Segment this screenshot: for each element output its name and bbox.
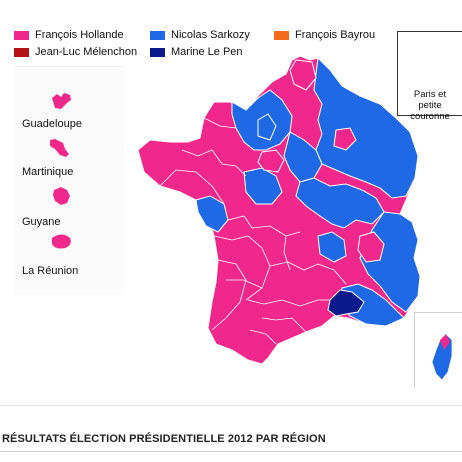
- corsica-shape[interactable]: [431, 333, 453, 381]
- legend-label: Nicolas Sarkozy: [171, 29, 250, 41]
- reunion-shape[interactable]: [52, 234, 71, 249]
- martinique-shape[interactable]: [50, 139, 69, 157]
- guyane-shape[interactable]: [53, 187, 70, 205]
- legend-item-melenchon: Jean-Luc Mélenchon: [14, 45, 137, 59]
- legend-label: François Hollande: [35, 29, 124, 41]
- legend-swatch: [14, 47, 29, 57]
- inset-label-line1: Paris et: [413, 89, 447, 100]
- caption: RÉSULTATS ÉLECTION PRÉSIDENTIELLE 2012 P…: [2, 433, 326, 445]
- inset-label-line2: petite couronne: [410, 100, 450, 122]
- legend-label: Marine Le Pen: [171, 46, 243, 58]
- legend-swatch: [274, 30, 289, 40]
- sarkozy-regions: [195, 56, 421, 327]
- legend: François Hollande Nicolas Sarkozy Franço…: [14, 28, 375, 68]
- legend-swatch: [150, 47, 165, 57]
- caption-rule: [0, 451, 462, 452]
- legend-swatch: [150, 30, 165, 40]
- department-borders: [159, 117, 347, 345]
- france-map[interactable]: [137, 55, 421, 365]
- paris-inset-box: Paris et petite couronne: [397, 31, 462, 122]
- lepen-gard: [327, 289, 365, 317]
- hollande-enclaves: [257, 59, 385, 263]
- overseas-label-guyane: Guyane: [22, 216, 61, 228]
- legend-item-hollande: François Hollande: [14, 28, 124, 42]
- legend-label: Jean-Luc Mélenchon: [35, 46, 138, 58]
- overseas-label-martinique: Martinique: [22, 166, 74, 178]
- legend-item-sarkozy: Nicolas Sarkozy: [150, 28, 250, 42]
- legend-item-lepen: Marine Le Pen: [150, 45, 243, 59]
- overseas-panel: [14, 66, 124, 295]
- legend-item-bayrou: François Bayrou: [274, 28, 375, 42]
- corsica-inset-frame: [414, 312, 462, 388]
- overseas-label-guadeloupe: Guadeloupe: [22, 118, 82, 130]
- legend-label: François Bayrou: [295, 29, 376, 41]
- overseas-label-reunion: La Réunion: [22, 265, 79, 277]
- guadeloupe-shape[interactable]: [52, 93, 71, 109]
- legend-swatch: [14, 30, 29, 40]
- divider: [0, 405, 462, 406]
